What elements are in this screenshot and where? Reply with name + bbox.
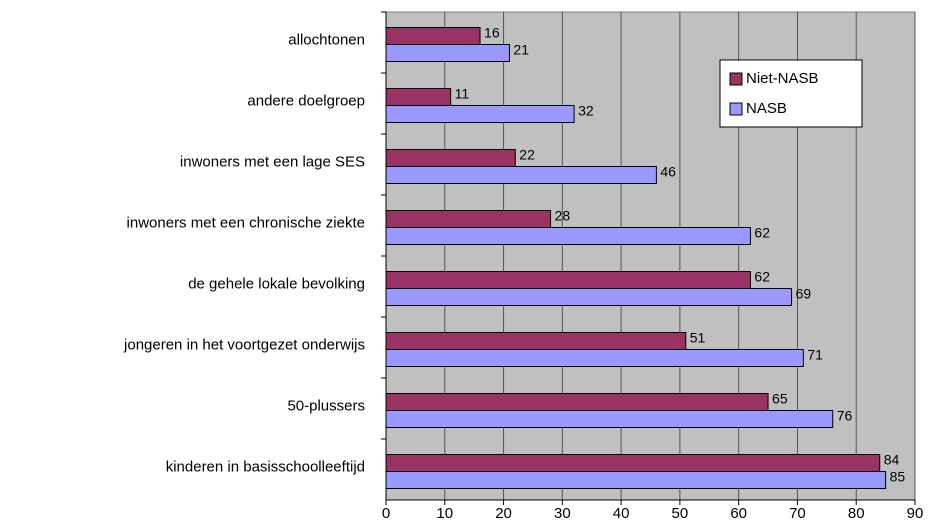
legend-label: Niet-NASB [746,70,819,87]
x-tick-label: 80 [848,505,865,520]
value-label: 11 [455,86,470,102]
legend-label: NASB [746,100,787,117]
value-label: 69 [796,286,812,302]
x-tick-label: 20 [495,505,512,520]
value-label: 76 [837,408,853,424]
legend-swatch [729,72,743,86]
x-tick-label: 60 [730,505,747,520]
bar [385,149,516,167]
bar [385,27,481,45]
value-label: 46 [660,164,676,180]
bar [385,288,793,306]
value-label: 16 [484,25,500,41]
bar [385,227,751,245]
bar [385,410,834,428]
value-label: 84 [884,452,900,468]
value-label: 71 [807,347,823,363]
y-tick-label: inwoners met een chronische ziekte [127,214,365,231]
x-tick-label: 40 [613,505,630,520]
value-label: 62 [754,225,770,241]
bar [385,332,687,350]
value-label: 32 [578,103,594,119]
y-tick-label: inwoners met een lage SES [180,153,365,170]
x-tick-label: 90 [907,505,924,520]
y-tick-label: kinderen in basisschoolleeftijd [166,458,365,475]
bar [385,166,657,184]
bar [385,393,769,411]
legend-swatch [729,102,743,116]
value-label: 22 [519,147,535,163]
bar [385,271,751,289]
bar [385,454,881,472]
value-label: 85 [890,469,906,485]
x-tick-label: 30 [554,505,571,520]
y-tick-label: allochtonen [288,31,365,48]
y-tick-label: andere doelgroep [247,92,365,109]
x-tick-label: 10 [436,505,453,520]
y-tick-label: de gehele lokale bevolking [188,275,365,292]
x-tick-label: 50 [672,505,689,520]
y-tick-label: 50-plussers [287,397,365,414]
legend-box [719,59,863,128]
bar [385,105,575,123]
value-label: 51 [690,330,706,346]
y-tick-label: jongeren in het voortgezet onderwijs [123,336,365,353]
x-tick-label: 70 [789,505,806,520]
value-label: 21 [513,42,529,58]
x-tick-label: 0 [382,505,390,520]
value-label: 62 [754,269,770,285]
value-label: 28 [555,208,571,224]
bar [385,88,452,106]
value-label: 65 [772,391,788,407]
bar [385,349,804,367]
bar [385,44,510,62]
bar [385,210,552,228]
bar [385,471,887,489]
